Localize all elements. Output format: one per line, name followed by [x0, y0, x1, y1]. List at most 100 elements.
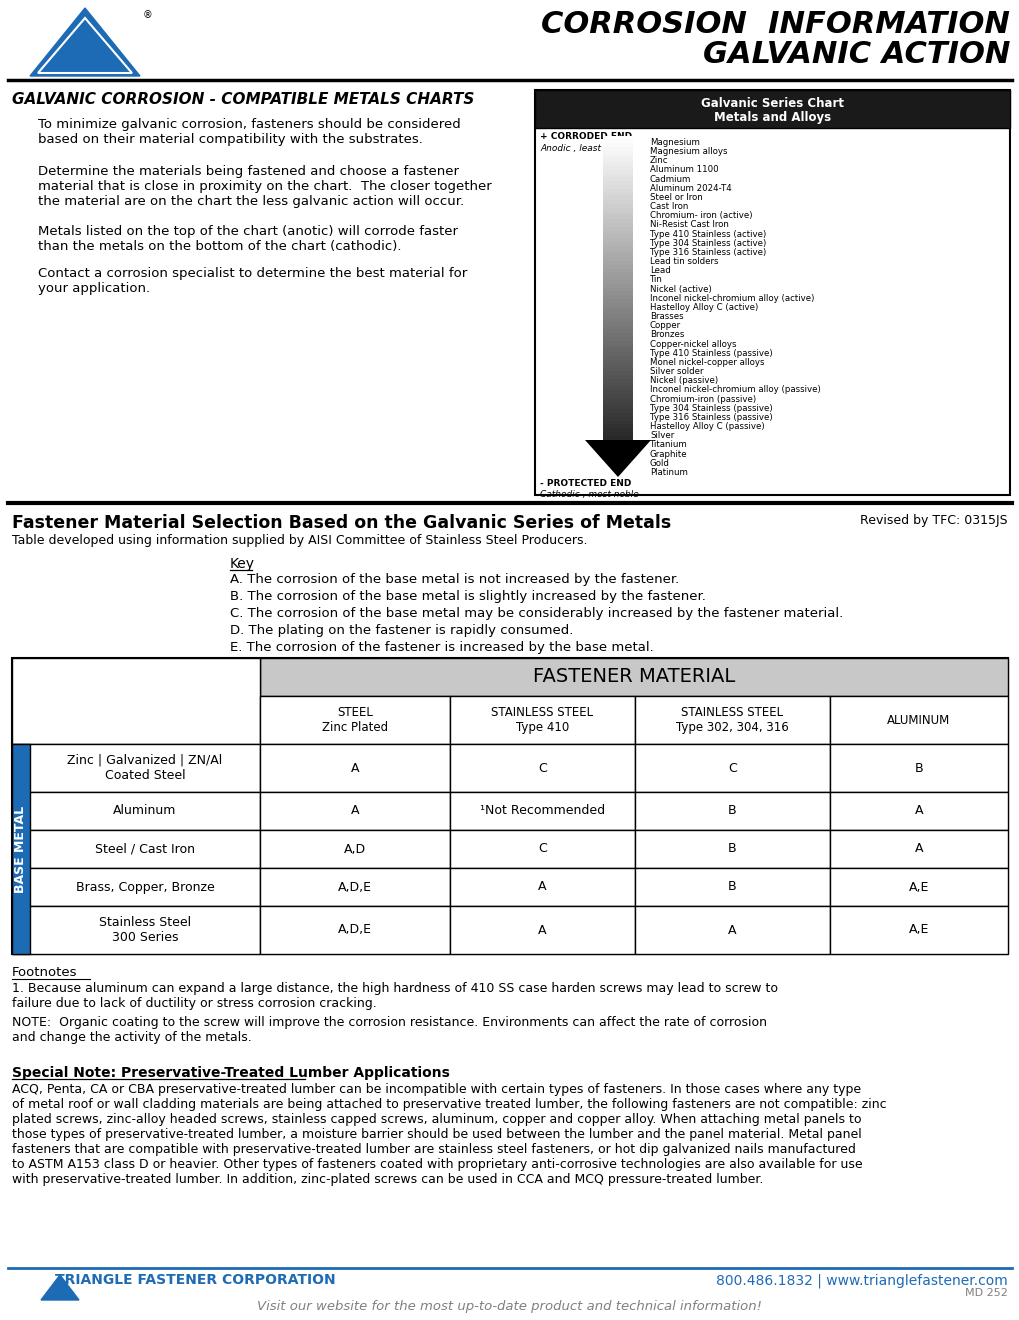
Bar	[602, 143, 633, 148]
Bar	[260, 869, 449, 906]
Text: A: A	[538, 924, 546, 936]
Text: STAINLESS STEEL
Type 302, 304, 316: STAINLESS STEEL Type 302, 304, 316	[676, 706, 788, 734]
Text: A,D: A,D	[343, 842, 366, 855]
Bar	[602, 211, 633, 215]
Text: Aluminum 2024-T4: Aluminum 2024-T4	[649, 183, 731, 193]
Bar	[12, 657, 260, 744]
Bar	[602, 181, 633, 185]
Bar	[602, 345, 633, 348]
Text: Table developed using information supplied by AISI Committee of Stainless Steel : Table developed using information suppli…	[12, 535, 587, 546]
Bar	[602, 310, 633, 314]
Bar	[602, 432, 633, 436]
Text: Type 410 Stainless (active): Type 410 Stainless (active)	[649, 230, 765, 239]
Text: ®: ®	[143, 11, 153, 20]
Text: To minimize galvanic corrosion, fasteners should be considered
based on their ma: To minimize galvanic corrosion, fastener…	[38, 117, 461, 147]
Text: A,E: A,E	[908, 924, 928, 936]
Bar	[602, 356, 633, 360]
Bar	[602, 235, 633, 239]
Bar	[535, 90, 1009, 495]
Text: Silver: Silver	[649, 432, 674, 440]
Text: Cast Iron: Cast Iron	[649, 202, 688, 211]
Bar	[602, 197, 633, 201]
Text: Galvanic Series Chart: Galvanic Series Chart	[700, 96, 843, 110]
Bar	[602, 158, 633, 162]
Bar	[635, 696, 829, 744]
Bar	[602, 207, 633, 213]
Bar	[602, 150, 633, 154]
Text: Silver solder: Silver solder	[649, 367, 703, 376]
Text: STAINLESS STEEL
Type 410: STAINLESS STEEL Type 410	[491, 706, 593, 734]
Text: T: T	[45, 28, 60, 48]
Bar	[602, 387, 633, 391]
Text: A: A	[538, 880, 546, 894]
Bar	[602, 219, 633, 223]
Bar	[602, 379, 633, 383]
Bar	[602, 193, 633, 197]
Text: Stainless Steel
300 Series: Stainless Steel 300 Series	[99, 916, 191, 944]
Bar	[602, 409, 633, 413]
Text: Graphite: Graphite	[649, 450, 687, 458]
Bar	[635, 869, 829, 906]
Text: Special Note: Preservative-Treated Lumber Applications: Special Note: Preservative-Treated Lumbe…	[12, 1067, 449, 1080]
Text: NOTE:  Organic coating to the screw will improve the corrosion resistance. Envir: NOTE: Organic coating to the screw will …	[12, 1016, 766, 1044]
Bar	[602, 428, 633, 433]
Text: + CORRODED END: + CORRODED END	[539, 132, 632, 141]
Text: Inconel nickel-chromium alloy (passive): Inconel nickel-chromium alloy (passive)	[649, 385, 820, 395]
Text: Platinum: Platinum	[649, 467, 687, 477]
Bar	[602, 417, 633, 421]
Bar	[829, 792, 1007, 830]
Bar	[635, 792, 829, 830]
Bar	[602, 265, 633, 269]
Text: Copper-nickel alloys: Copper-nickel alloys	[649, 339, 736, 348]
Bar	[602, 326, 633, 330]
Text: Aluminum: Aluminum	[113, 804, 176, 817]
Bar	[602, 246, 633, 249]
Text: Chromium-iron (passive): Chromium-iron (passive)	[649, 395, 755, 404]
Bar	[602, 268, 633, 273]
Bar	[602, 329, 633, 334]
Bar	[602, 296, 633, 300]
Bar	[602, 280, 633, 284]
Bar	[602, 341, 633, 345]
Bar	[602, 397, 633, 403]
Text: Visit our website for the most up-to-date product and technical information!: Visit our website for the most up-to-dat…	[257, 1300, 762, 1313]
Bar	[602, 333, 633, 338]
Text: Type 304 Stainless (passive): Type 304 Stainless (passive)	[649, 404, 771, 413]
Text: E. The corrosion of the fastener is increased by the base metal.: E. The corrosion of the fastener is incr…	[229, 642, 653, 653]
Text: A. The corrosion of the base metal is not increased by the fastener.: A. The corrosion of the base metal is no…	[229, 573, 679, 586]
Bar	[260, 657, 1007, 696]
Bar	[602, 215, 633, 219]
Polygon shape	[585, 440, 650, 477]
Bar	[12, 657, 1007, 954]
Text: Magnesium: Magnesium	[649, 139, 699, 147]
Bar	[12, 906, 260, 954]
Text: Fastener Material Selection Based on the Galvanic Series of Metals: Fastener Material Selection Based on the…	[12, 513, 671, 532]
Bar	[602, 405, 633, 409]
Text: Nickel (active): Nickel (active)	[649, 285, 711, 293]
Bar	[449, 744, 635, 792]
Text: Steel / Cast Iron: Steel / Cast Iron	[95, 842, 195, 855]
Text: Hastelloy Alloy C (active): Hastelloy Alloy C (active)	[649, 302, 757, 312]
Bar	[602, 413, 633, 417]
Text: C: C	[538, 762, 546, 775]
Text: Brass, Copper, Bronze: Brass, Copper, Bronze	[75, 880, 214, 894]
Text: BASE METAL: BASE METAL	[14, 805, 28, 892]
Bar	[829, 696, 1007, 744]
Text: Determine the materials being fastened and choose a fastener
material that is cl: Determine the materials being fastened a…	[38, 165, 491, 209]
Text: MD 252: MD 252	[964, 1288, 1007, 1298]
Bar	[449, 830, 635, 869]
Bar	[449, 792, 635, 830]
Text: Monel nickel-copper alloys: Monel nickel-copper alloys	[649, 358, 764, 367]
Bar	[602, 288, 633, 292]
Bar	[602, 360, 633, 364]
Text: Type 410 Stainless (passive): Type 410 Stainless (passive)	[649, 348, 771, 358]
Text: A,D,E: A,D,E	[337, 880, 372, 894]
Bar	[602, 348, 633, 352]
Bar	[602, 302, 633, 308]
Bar	[12, 869, 260, 906]
Text: B: B	[728, 804, 736, 817]
Text: Steel or Iron: Steel or Iron	[649, 193, 702, 202]
Bar	[635, 906, 829, 954]
Bar	[602, 257, 633, 261]
Bar	[602, 162, 633, 166]
